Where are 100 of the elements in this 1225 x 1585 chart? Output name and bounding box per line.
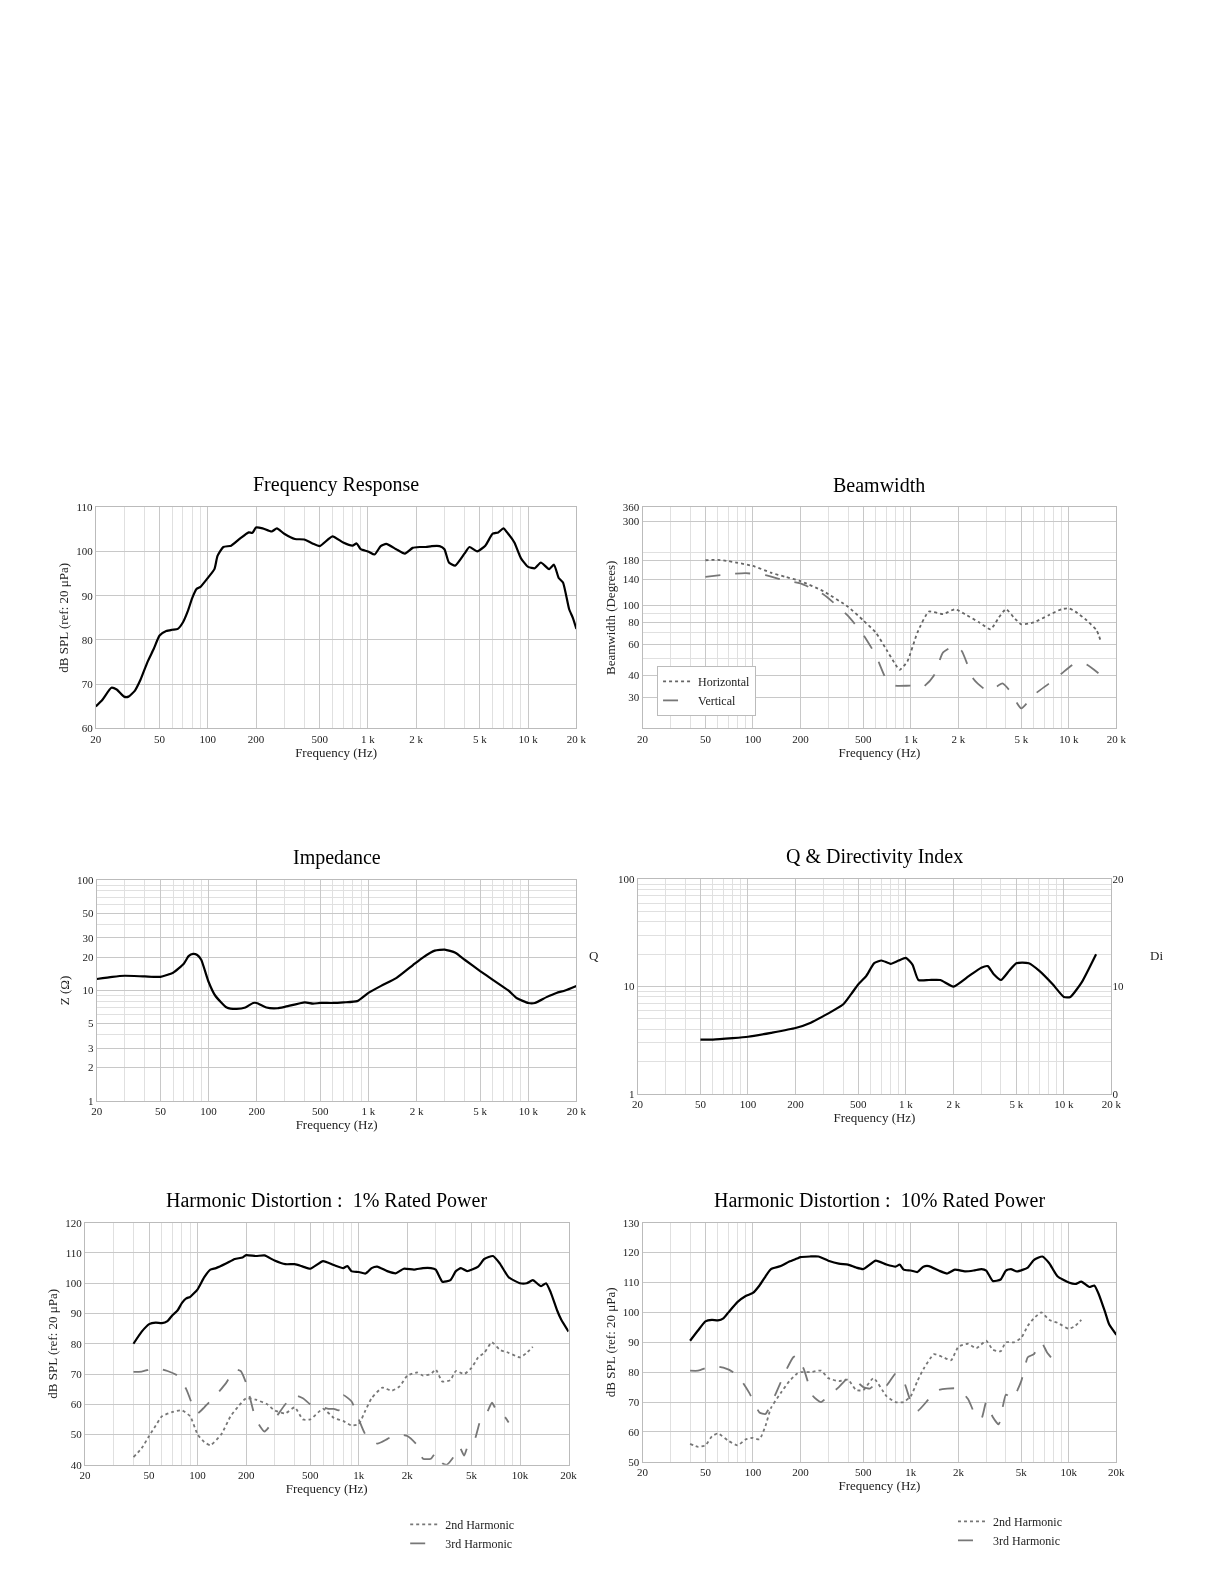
y-tick-label: 60 — [70, 1398, 83, 1411]
y-tick-label: 180 — [622, 554, 640, 567]
y2-tick-label: 10 — [1112, 980, 1124, 993]
x-axis-title: Frequency (Hz) — [838, 1478, 921, 1494]
chart-title: Beamwidth — [833, 474, 926, 496]
x-tick-label: 20k — [1108, 1466, 1126, 1479]
y-tick-label: 50 — [70, 1428, 83, 1441]
y-tick-label: 80 — [70, 1337, 83, 1350]
y-axis-title: Beamwidth (Degrees) — [602, 560, 618, 676]
y-axis-title: dB SPL (ref: 20 μPa) — [602, 1287, 618, 1398]
x-tick-label: 200 — [792, 1466, 810, 1479]
x-tick-label: 10k — [511, 1469, 529, 1481]
y-tick-label: 10 — [82, 984, 95, 997]
chart-title: Harmonic Distortion : 10% Rated Power — [714, 1189, 1046, 1211]
y-axis-title: dB SPL (ref: 20 μPa) — [56, 562, 72, 673]
x-tick-label: 50 — [694, 1097, 707, 1110]
y-tick-label: 100 — [622, 1306, 640, 1319]
chart-title: Frequency Response — [253, 473, 420, 496]
x-tick-label: 20 k — [1106, 732, 1127, 745]
x-tick-label: 2k — [952, 1466, 965, 1479]
x-tick-label: 500 — [302, 1469, 320, 1481]
y-tick-label: 50 — [628, 1455, 640, 1468]
y-tick-label: 30 — [628, 691, 640, 704]
y-tick-label: 5 — [88, 1017, 95, 1030]
x-tick-label: 1 k — [903, 732, 919, 745]
y-tick-label: 100 — [77, 874, 95, 887]
y-tick-label: 80 — [628, 616, 640, 629]
y-tick-label: 80 — [628, 1366, 640, 1379]
x-tick-label: 10 k — [1059, 732, 1079, 745]
x-tick-label: 20 — [637, 732, 649, 745]
x-tick-label: 2 k — [946, 1097, 961, 1110]
x-tick-label: 10k — [1060, 1466, 1078, 1479]
x-tick-label: 1k — [905, 1466, 917, 1479]
x-axis-title: Frequency (Hz) — [295, 1116, 378, 1132]
y-tick-label: 60 — [81, 722, 94, 735]
y-tick-label: 40 — [628, 669, 640, 682]
x-tick-label: 2k — [401, 1469, 414, 1481]
x-tick-label: 100 — [200, 1104, 218, 1117]
y2-axis-title: Di — [1150, 948, 1164, 963]
x-tick-label: 100 — [199, 732, 217, 745]
x-tick-label: 20 k — [566, 1104, 587, 1117]
x-tick-label: 2 k — [409, 732, 424, 745]
y-tick-label: 110 — [76, 501, 94, 514]
y-tick-label: 110 — [623, 1276, 640, 1289]
y-tick-label: 360 — [622, 501, 640, 514]
x-tick-label: 500 — [855, 732, 873, 745]
x-tick-label: 200 — [792, 732, 810, 745]
y-tick-label: 300 — [622, 514, 640, 527]
y-tick-label: 140 — [622, 573, 640, 586]
y-tick-label: 90 — [81, 589, 94, 602]
x-tick-label: 100 — [739, 1097, 757, 1110]
x-tick-label: 200 — [248, 1104, 266, 1117]
y-tick-label: 70 — [70, 1367, 83, 1380]
x-tick-label: 100 — [744, 732, 762, 745]
y-tick-label: 70 — [81, 678, 94, 691]
y-tick-label: 70 — [628, 1395, 640, 1408]
y-tick-label: 2 — [88, 1061, 94, 1074]
y-tick-label: 1 — [628, 1087, 635, 1100]
x-axis-title: Frequency (Hz) — [285, 1481, 368, 1496]
chart-title: Impedance — [293, 846, 381, 869]
y-tick-label: 60 — [628, 1425, 640, 1438]
x-tick-label: 50 — [143, 1469, 156, 1481]
y-tick-label: 100 — [617, 873, 635, 886]
legend-label: Horizontal — [698, 675, 751, 690]
y-tick-label: 1 — [88, 1094, 94, 1107]
x-tick-label: 500 — [311, 732, 329, 745]
y-axis-title: dB SPL (ref: 20 μPa) — [45, 1288, 61, 1399]
legend-label: 2nd Harmonic — [445, 1518, 515, 1533]
x-tick-label: 5 k — [1009, 1097, 1024, 1110]
x-tick-label: 500 — [850, 1097, 868, 1110]
chart-title: Q & Directivity Index — [786, 845, 964, 868]
y-tick-label: 120 — [65, 1216, 83, 1229]
y-tick-label: 60 — [628, 638, 640, 651]
x-tick-label: 1 k — [361, 1104, 376, 1117]
x-tick-label: 500 — [855, 1466, 873, 1479]
x-tick-label: 5k — [1015, 1466, 1028, 1479]
y-tick-label: 40 — [70, 1458, 83, 1471]
y-tick-label: 110 — [65, 1246, 83, 1259]
y-tick-label: 130 — [622, 1216, 640, 1229]
x-tick-label: 50 — [154, 1104, 167, 1117]
x-tick-label: 20 — [637, 1466, 649, 1479]
legend-label: 3rd Harmonic — [445, 1537, 513, 1552]
x-tick-label: 200 — [787, 1097, 805, 1110]
x-tick-label: 20 k — [566, 732, 587, 745]
y-tick-label: 30 — [82, 931, 95, 944]
x-tick-label: 200 — [237, 1469, 255, 1481]
x-tick-label: 10 k — [1054, 1097, 1074, 1110]
y2-tick-label: 0 — [1112, 1087, 1119, 1100]
legend-label: Vertical — [698, 694, 737, 709]
x-tick-label: 10 k — [518, 1104, 539, 1117]
x-tick-label: 50 — [699, 1466, 712, 1479]
y-tick-label: 90 — [628, 1336, 640, 1349]
y-tick-label: 80 — [81, 633, 94, 646]
y2-tick-label: 20 — [1112, 873, 1124, 886]
x-tick-label: 500 — [312, 1104, 330, 1117]
x-tick-label: 1 k — [361, 732, 376, 745]
x-tick-label: 2 k — [409, 1104, 424, 1117]
y-tick-label: 100 — [76, 545, 94, 558]
x-tick-label: 5k — [466, 1469, 478, 1481]
y-tick-label: 90 — [70, 1307, 83, 1320]
